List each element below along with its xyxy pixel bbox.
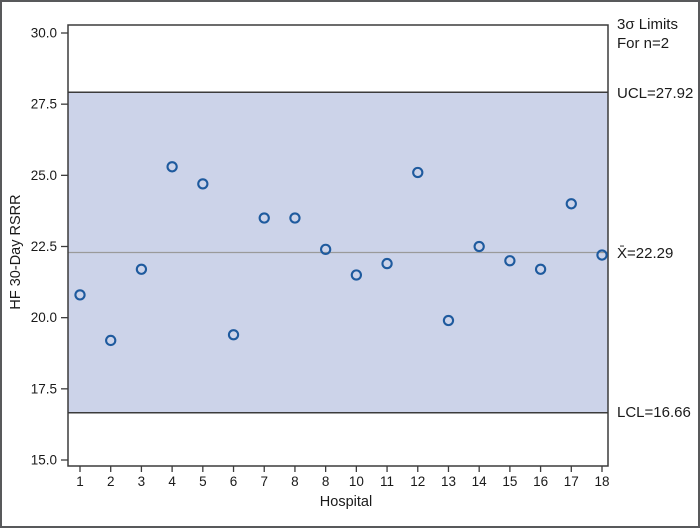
- data-point-hospital-5: [197, 178, 209, 190]
- x-tick-label: 12: [410, 474, 425, 489]
- x-tick-label: 13: [441, 474, 456, 489]
- x-tick-label: 7: [260, 474, 268, 489]
- data-point-hospital-12: [412, 166, 424, 179]
- data-point-hospital-2: [105, 334, 117, 347]
- x-tick-label: 16: [533, 474, 548, 489]
- data-point-hospital-11: [381, 257, 393, 270]
- x-tick-label: 6: [230, 474, 238, 489]
- y-tick-label: 15.0: [31, 453, 57, 468]
- x-tick-label: 1: [76, 474, 84, 489]
- y-tick-label: 20.0: [31, 310, 57, 325]
- y-tick-label: 17.5: [31, 381, 57, 396]
- data-point-hospital-8: [289, 212, 301, 224]
- data-point-hospital-16: [534, 263, 547, 275]
- x-tick-label: 2: [107, 474, 115, 489]
- ucl-label: UCL=27.92: [617, 85, 693, 102]
- data-point-hospital-6: [227, 329, 240, 341]
- x-tick-label: 5: [199, 474, 207, 489]
- data-point-hospital-18: [596, 249, 608, 261]
- x-tick-label: 14: [472, 474, 488, 489]
- sigma-limits-label-line1: 3σ Limits: [617, 16, 678, 33]
- x-tick-label: 8: [322, 474, 330, 489]
- y-tick-label: 25.0: [31, 168, 57, 183]
- x-tick-label: 4: [168, 474, 176, 489]
- y-tick-label: 30.0: [31, 26, 57, 41]
- sigma-limits-label-line2: For n=2: [617, 35, 669, 52]
- x-tick-label: 10: [349, 474, 364, 489]
- data-point-hospital-1: [74, 289, 86, 301]
- y-axis-title: HF 30-Day RSRR: [8, 194, 24, 309]
- x-axis-title: Hospital: [320, 494, 372, 510]
- x-tick-label: 18: [594, 474, 609, 489]
- data-point-hospital-15: [504, 255, 516, 267]
- mean-label: X̄=22.29: [617, 245, 673, 262]
- data-point-hospital-7: [258, 212, 270, 224]
- data-point-hospital-17: [565, 198, 577, 210]
- data-point-hospital-13: [442, 314, 455, 327]
- data-point-hospital-8: [319, 243, 332, 255]
- plot-frame: [67, 24, 609, 467]
- y-tick-label: 22.5: [31, 239, 57, 254]
- x-tick-label: 3: [138, 474, 146, 489]
- y-tick-label: 27.5: [31, 97, 57, 112]
- lcl-label: LCL=16.66: [617, 404, 691, 421]
- x-tick-label: 15: [502, 474, 517, 489]
- x-tick-label: 11: [380, 474, 394, 489]
- data-point-hospital-10: [350, 269, 363, 281]
- chart-generated-layer: 30.027.525.022.520.017.515.01 2 3 4 5 6 7 8 8 10 1…: [31, 24, 610, 489]
- data-point-hospital-4: [166, 161, 178, 173]
- x-tick-label: 17: [564, 474, 579, 489]
- data-point-hospital-3: [135, 263, 148, 275]
- x-tick-label: 8: [291, 474, 299, 489]
- data-point-hospital-14: [473, 240, 485, 253]
